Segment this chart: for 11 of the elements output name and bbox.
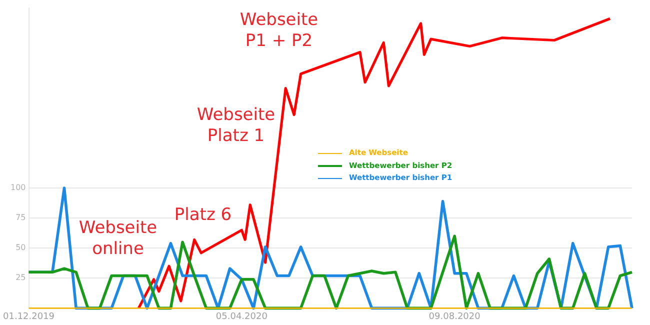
y-tick-label: 50 xyxy=(16,243,26,252)
annotation: Platz 6 xyxy=(173,205,233,226)
y-tick-label: 75 xyxy=(16,213,26,222)
annotation: Webseite P1 + P2 xyxy=(238,10,320,52)
annotation: Webseite Platz 1 xyxy=(196,105,276,147)
x-tick-label: 05.04.2020 xyxy=(216,312,268,322)
x-tick-label: 09.08.2020 xyxy=(428,312,481,322)
annotation: Webseite online xyxy=(78,218,158,260)
y-tick-label: 100 xyxy=(10,183,26,192)
y-tick-label: 25 xyxy=(16,273,26,282)
x-tick-label: 01.12.2019 xyxy=(3,312,55,322)
